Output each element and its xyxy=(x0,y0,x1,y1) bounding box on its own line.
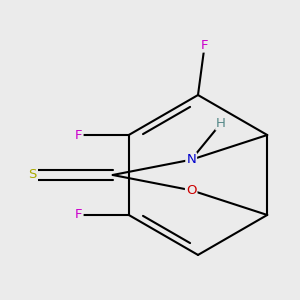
Text: F: F xyxy=(201,39,208,52)
Text: O: O xyxy=(186,184,196,197)
Text: S: S xyxy=(28,169,37,182)
Text: F: F xyxy=(75,208,82,221)
Text: F: F xyxy=(75,128,82,142)
Text: H: H xyxy=(216,117,226,130)
Text: N: N xyxy=(186,153,196,166)
